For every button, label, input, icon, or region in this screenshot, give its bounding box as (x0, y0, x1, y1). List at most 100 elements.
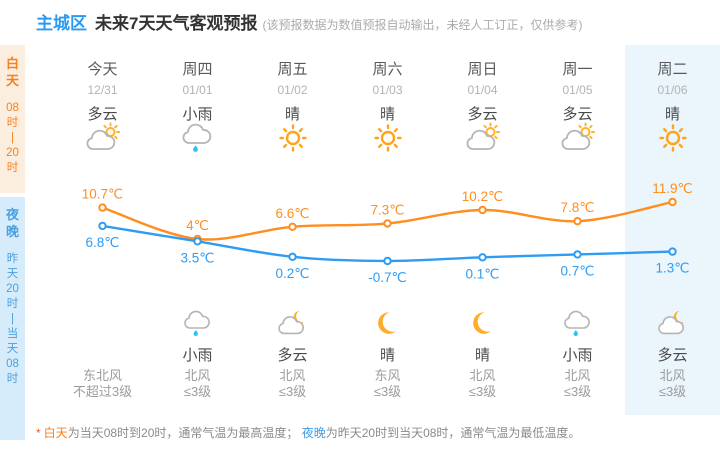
day-weather-label: 晴 (664, 106, 680, 123)
wind-line: 北风 (184, 368, 211, 383)
high-temp-point (98, 203, 107, 212)
page-title: 未来7天天气客观预报 (95, 14, 258, 33)
date-label: 01/06 (657, 83, 688, 97)
footnote-night-term: 夜晚 (301, 426, 326, 440)
sidebar-night-time-token: 时 (6, 298, 19, 310)
day-weather-label: 多云 (87, 106, 118, 123)
day-label: 周四 (182, 61, 213, 78)
forecast-column-1[interactable]: 今天 12/31 多云 东北风 不超过3级 (55, 45, 150, 415)
day-label: 周六 (372, 61, 403, 78)
sidebar-day-label-char: 白 (5, 56, 19, 71)
low-temp-point (288, 252, 297, 262)
day-weather-label: 晴 (284, 106, 300, 123)
sidebar-daytime-strip: 白天 08 时 | 20 时 (0, 45, 25, 193)
high-temp-point (668, 197, 677, 207)
sidebar-night-time-token: 20 (6, 283, 19, 295)
forecast-column-3[interactable]: 周五 01/02 晴多云 北风 ≤3级 (245, 45, 340, 415)
night-cloud-moon-icon (625, 309, 720, 339)
sidebar-night-time-token: 时 (6, 373, 19, 385)
high-temp-label: 11.9℃ (652, 181, 692, 196)
night-weather-label: 小雨 (182, 347, 213, 364)
temperature-chart: 10.7℃ 4℃ 6.6℃ 7.3℃ 10.2℃ 7.8℃ 11.9℃ 6.8℃ 3.5℃ 0.2… (82, 181, 693, 285)
forecast-column-7[interactable]: 周二 01/06 晴多云北风 ≤3级 (625, 45, 720, 415)
wind-line: ≤3级 (183, 384, 212, 399)
sidebar-night-time-token: 当 (6, 328, 19, 340)
day-weather-label: 小雨 (182, 106, 213, 123)
night-cloud-moon-icon (245, 309, 340, 339)
sidebar-night-time-token: 08 (6, 358, 19, 370)
date-label: 01/02 (277, 83, 308, 97)
wind-label: 北风 ≤3级 (245, 368, 340, 400)
high-temp-point (288, 222, 297, 231)
low-temp-point (573, 250, 582, 259)
forecast-column-2[interactable]: 周四 01/01 小雨 小雨 北风 ≤3级 (150, 45, 245, 415)
low-temp-label: 1.3℃ (656, 261, 690, 276)
night-weather-label: 小雨 (562, 347, 593, 364)
wind-line: 北风 (564, 368, 591, 383)
sidebar-day-label-char: 天 (5, 73, 19, 88)
forecast-column-5[interactable]: 周日 01/04 多云晴北风 ≤3级 (435, 45, 530, 415)
day-label: 周五 (277, 61, 308, 78)
day-sun-icon (625, 122, 720, 154)
wind-line: 北风 (469, 368, 496, 383)
low-temp-point (98, 221, 107, 231)
day-label: 周一 (562, 61, 593, 78)
wind-line: ≤3级 (468, 384, 497, 399)
sidebar-night-time-token: 天 (6, 268, 19, 280)
low-temp-point (478, 253, 487, 262)
day-label: 周日 (467, 61, 498, 78)
high-temp-label: 4℃ (186, 218, 209, 233)
footnote-day-term: 白天 (43, 426, 68, 440)
low-temp-point (383, 256, 392, 266)
day-sun-icon (245, 122, 340, 154)
high-temp-label: 10.2℃ (462, 189, 503, 204)
night-cloud-rain-icon (530, 309, 625, 339)
wind-line: 东北风 (82, 368, 122, 383)
wind-line: 北风 (279, 368, 306, 383)
low-temp-label: -0.7℃ (368, 270, 406, 285)
wind-label: 北风 ≤3级 (150, 368, 245, 400)
day-sun-icon (340, 122, 435, 154)
day-cloud-sun-icon (435, 122, 530, 154)
sidebar-day-time-token: 时 (6, 162, 19, 174)
high-temp-label: 7.8℃ (561, 200, 595, 215)
footnote-day-text: 为当天08时到20时，通常气温为最高温度； (67, 426, 302, 440)
forecast-column-4[interactable]: 周六 01/03 晴晴东风 ≤3级 (340, 45, 435, 415)
date-label: 01/01 (182, 83, 213, 97)
wind-line: 不超过3级 (72, 384, 133, 399)
wind-line: 东风 (374, 368, 401, 383)
day-weather-label: 多云 (562, 106, 593, 123)
sidebar-night-strip: 夜晚昨天 20 时 | 当天 08 时 (0, 197, 25, 440)
low-temp-label: 0.7℃ (561, 263, 595, 278)
date-label: 01/03 (372, 83, 403, 97)
day-cloud-sun-icon (530, 122, 625, 154)
low-temp-label: 0.2℃ (276, 266, 310, 281)
high-temp-label: 10.7℃ (82, 187, 123, 202)
night-weather-label: 多云 (657, 347, 688, 364)
high-temp-point (573, 217, 582, 226)
night-weather-label: 晴 (474, 347, 490, 364)
night-weather-label: 晴 (379, 347, 395, 364)
disclaimer-text: (该预报数据为数值预报自动输出，未经人工订正，仅供参考) (262, 18, 583, 32)
date-label: 01/05 (562, 83, 593, 97)
wind-label: 北风 ≤3级 (625, 368, 720, 400)
wind-label: 北风 ≤3级 (435, 368, 530, 400)
footnote-star: * (36, 426, 41, 440)
sidebar-day-time-token: | (11, 132, 14, 144)
low-temp-label: 3.5℃ (181, 250, 215, 265)
wind-line: ≤3级 (563, 384, 592, 399)
day-weather-label: 晴 (379, 106, 395, 123)
high-temp-label: 7.3℃ (371, 203, 405, 218)
sidebar-night-time-token: 昨 (6, 253, 19, 265)
date-label: 01/04 (467, 83, 498, 97)
region-label: 主城区 (36, 14, 87, 33)
wind-label: 北风 ≤3级 (530, 368, 625, 400)
forecast-column-6[interactable]: 周一 01/05 多云小雨北风 ≤3级 (530, 45, 625, 415)
date-label: 12/31 (87, 83, 118, 97)
sidebar-night-time-token: | (11, 313, 14, 325)
sidebar-day-time-token: 08 (6, 102, 19, 114)
day-label: 周二 (657, 61, 688, 78)
wind-label: 东风 ≤3级 (340, 368, 435, 400)
sidebar-day-time-token: 时 (6, 117, 19, 129)
